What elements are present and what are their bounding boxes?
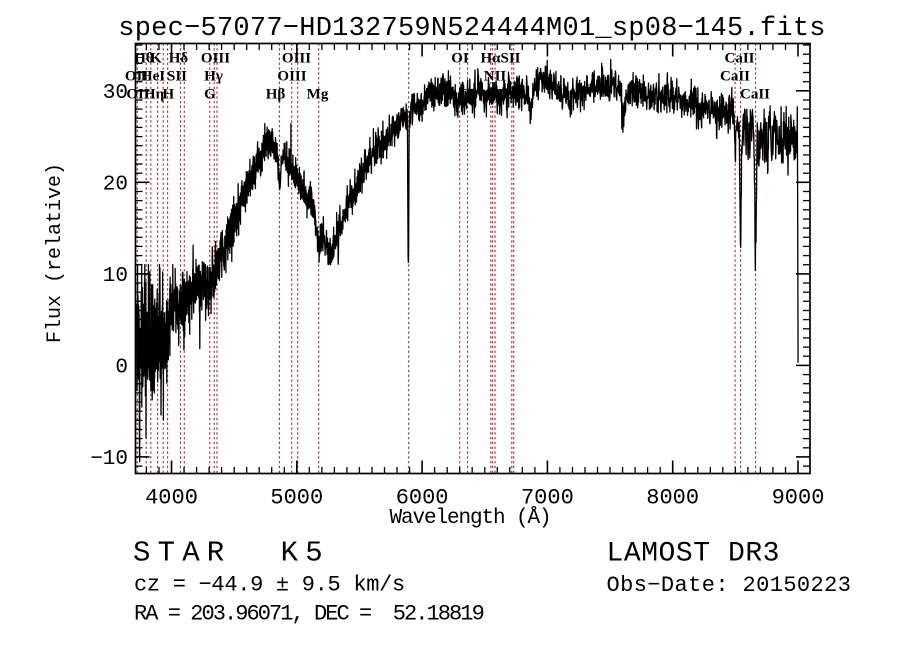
svg-text:H: H [162, 87, 174, 103]
svg-text:OI: OI [459, 87, 477, 103]
svg-text:SII: SII [167, 69, 187, 85]
svg-text:10: 10 [103, 265, 128, 288]
svg-text:8000: 8000 [646, 486, 699, 511]
svg-text:CaII: CaII [740, 87, 770, 103]
svg-text:OI: OI [451, 51, 469, 67]
svg-text:OIII: OIII [282, 51, 311, 67]
svg-text:Hη: Hη [144, 87, 164, 103]
svg-text:SII: SII [504, 87, 524, 103]
svg-text:CaII: CaII [724, 51, 754, 67]
svg-text:cz = −44.9 ± 9.5 km/s: cz = −44.9 ± 9.5 km/s [134, 573, 405, 598]
svg-text:K: K [150, 51, 162, 67]
svg-text:4000: 4000 [145, 486, 198, 511]
svg-text:Hδ: Hδ [169, 51, 189, 67]
svg-text:Hβ: Hβ [266, 87, 286, 103]
svg-text:OIII: OIII [201, 51, 230, 67]
svg-text:Hγ: Hγ [204, 69, 223, 85]
svg-text:Flux (relative): Flux (relative) [44, 163, 67, 343]
svg-text:OIII: OIII [277, 69, 306, 85]
svg-text:NII: NII [487, 87, 510, 103]
svg-text:HeI: HeI [141, 69, 165, 85]
svg-text:SII: SII [500, 51, 520, 67]
svg-text:7000: 7000 [521, 486, 574, 511]
svg-text:Mg: Mg [307, 87, 329, 103]
svg-text:Hθ: Hθ [134, 51, 154, 67]
svg-text:5000: 5000 [270, 486, 323, 511]
svg-text:0: 0 [115, 357, 128, 380]
svg-text:OII: OII [125, 69, 149, 85]
svg-text:Obs−Date: 20150223: Obs−Date: 20150223 [607, 573, 852, 598]
svg-text:NII: NII [484, 69, 507, 85]
svg-text:G: G [204, 87, 216, 103]
svg-text:STAR K5: STAR K5 [133, 537, 330, 570]
svg-text:30: 30 [103, 82, 128, 105]
svg-text:−10: −10 [90, 448, 128, 471]
svg-text:RA = 203.96071, DEC = 52.1881: RA = 203.96071, DEC = 52.18819 [134, 602, 484, 627]
svg-text:spec−57077−HD132759N524444M01_: spec−57077−HD132759N524444M01_sp08−145.f… [118, 14, 825, 44]
svg-text:Wavelength (Å): Wavelength (Å) [389, 507, 550, 530]
svg-text:CaII: CaII [720, 69, 750, 85]
svg-text:9000: 9000 [772, 486, 825, 511]
svg-text:OII: OII [126, 87, 150, 103]
svg-text:LAMOST DR3: LAMOST DR3 [607, 539, 781, 570]
svg-text:Hα: Hα [480, 51, 501, 67]
svg-text:20: 20 [103, 174, 128, 197]
svg-text:6000: 6000 [396, 486, 449, 511]
